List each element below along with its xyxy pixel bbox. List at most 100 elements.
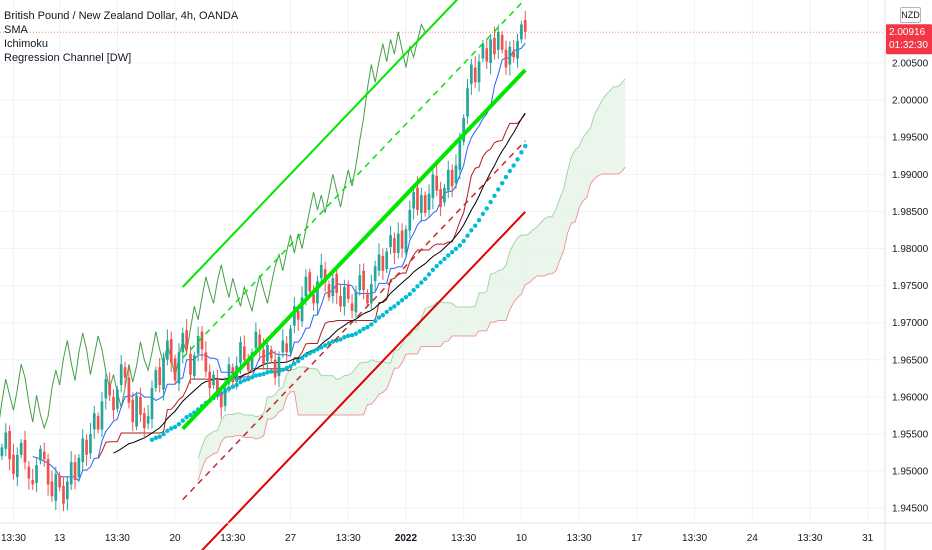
cloud-area bbox=[198, 78, 626, 481]
candle-body bbox=[119, 364, 123, 386]
dot-ma-point bbox=[384, 309, 389, 315]
dot-ma-point bbox=[434, 263, 439, 269]
candle-body bbox=[458, 140, 462, 170]
candle-body bbox=[223, 387, 227, 406]
regression-channel bbox=[181, 0, 527, 550]
candle-body bbox=[327, 284, 331, 298]
dot-ma-point bbox=[353, 331, 359, 336]
symbol-title[interactable]: British Pound / New Zealand Dollar, 4h, … bbox=[4, 10, 239, 22]
dot-ma-point bbox=[372, 318, 378, 324]
time-tick-label: 27 bbox=[285, 533, 297, 544]
candle-body bbox=[481, 43, 485, 59]
dot-ma-point bbox=[453, 246, 459, 252]
dot-ma-point bbox=[399, 298, 405, 303]
candle-body bbox=[192, 355, 196, 377]
price-tick-label: 2.00500 bbox=[892, 59, 929, 70]
price-tick-label: 1.96500 bbox=[892, 355, 929, 366]
candle-body bbox=[219, 393, 223, 408]
dot-ma-point bbox=[396, 301, 401, 306]
candle-body bbox=[108, 383, 112, 396]
candle-body bbox=[142, 413, 146, 429]
kijun-line bbox=[97, 113, 526, 459]
dot-ma-point bbox=[469, 228, 474, 233]
dot-ma-point bbox=[330, 339, 336, 344]
dot-ma-point bbox=[407, 291, 412, 297]
dot-ma-point bbox=[315, 347, 320, 352]
candle-body bbox=[27, 466, 31, 479]
dot-ma-point bbox=[161, 431, 166, 437]
candle-body bbox=[4, 432, 8, 449]
candle-body bbox=[281, 340, 285, 353]
price-tick-label: 1.98500 bbox=[892, 207, 929, 218]
candle-body bbox=[504, 49, 508, 68]
candle-body bbox=[100, 401, 104, 430]
dot-ma-point bbox=[511, 163, 516, 168]
candle-body bbox=[177, 352, 181, 384]
dot-ma-point bbox=[230, 384, 235, 389]
dot-ma-point bbox=[392, 304, 397, 309]
dot-ma-point bbox=[388, 306, 393, 311]
dot-ma-point bbox=[507, 168, 513, 174]
candle-body bbox=[239, 341, 242, 363]
candle-body bbox=[500, 34, 504, 50]
dot-ma-point bbox=[449, 249, 455, 255]
dot-ma-point bbox=[523, 143, 528, 149]
dot-ma-point bbox=[357, 329, 362, 334]
candle-body bbox=[462, 117, 466, 142]
dot-ma-point bbox=[499, 180, 505, 186]
candle-body bbox=[15, 454, 19, 478]
dot-ma-point bbox=[338, 337, 343, 342]
candle-body bbox=[273, 359, 277, 378]
dot-ma-point bbox=[492, 193, 497, 199]
candle-body bbox=[92, 413, 96, 430]
candle-body bbox=[439, 189, 442, 207]
candle-body bbox=[304, 276, 308, 296]
candle-body bbox=[366, 293, 369, 304]
dot-ma-point bbox=[346, 333, 351, 339]
candle-body bbox=[377, 254, 381, 271]
candle-body bbox=[496, 31, 500, 50]
candle-body bbox=[416, 187, 419, 210]
ichimoku-cloud bbox=[197, 78, 626, 481]
dot-ma-point bbox=[480, 211, 486, 217]
tenkan-line bbox=[32, 42, 526, 483]
dot-ma-point bbox=[257, 372, 262, 377]
candle-body bbox=[408, 209, 412, 231]
candle-body bbox=[162, 358, 165, 390]
indicator-ichimoku-label[interactable]: Ichimoku bbox=[4, 38, 49, 50]
candle-body bbox=[254, 331, 258, 348]
dot-ma-point bbox=[519, 150, 524, 155]
time-tick-label: 2022 bbox=[395, 533, 418, 544]
candle-body bbox=[123, 367, 127, 378]
candle-body bbox=[65, 481, 69, 500]
candle-body bbox=[31, 479, 35, 485]
reg-upper-line bbox=[182, 0, 459, 288]
candle-body bbox=[19, 442, 23, 455]
currency-button[interactable]: NZD bbox=[900, 7, 921, 23]
dot-ma-point bbox=[292, 361, 297, 366]
candle-body bbox=[85, 439, 88, 455]
price-tick-label: 1.94500 bbox=[892, 504, 929, 515]
indicator-sma-label[interactable]: SMA bbox=[4, 24, 28, 36]
candle-body bbox=[0, 447, 4, 457]
reg-lower-line bbox=[200, 211, 526, 550]
dot-ma-point bbox=[342, 335, 347, 340]
indicator-regression-label[interactable]: Regression Channel [DW] bbox=[4, 52, 132, 64]
dot-ma-point bbox=[349, 333, 355, 338]
candle-body bbox=[81, 438, 85, 463]
price-tick-label: 1.96000 bbox=[892, 392, 929, 403]
candle-body bbox=[46, 459, 50, 485]
senkou-span-a-line bbox=[197, 78, 626, 459]
candle-body bbox=[369, 284, 373, 304]
candle-body bbox=[293, 306, 296, 326]
candle-body bbox=[258, 334, 262, 350]
candle-body bbox=[227, 364, 231, 384]
dot-ma-point bbox=[380, 313, 386, 318]
candle-body bbox=[189, 353, 192, 375]
candle-body bbox=[331, 278, 335, 296]
candle-body bbox=[508, 46, 512, 65]
dot-ma-point bbox=[284, 365, 289, 371]
dot-ma-point bbox=[188, 412, 193, 418]
